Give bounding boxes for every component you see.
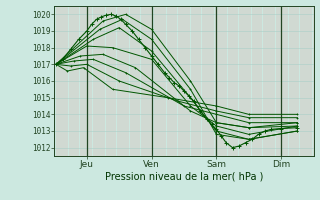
- X-axis label: Pression niveau de la mer( hPa ): Pression niveau de la mer( hPa ): [105, 172, 263, 182]
